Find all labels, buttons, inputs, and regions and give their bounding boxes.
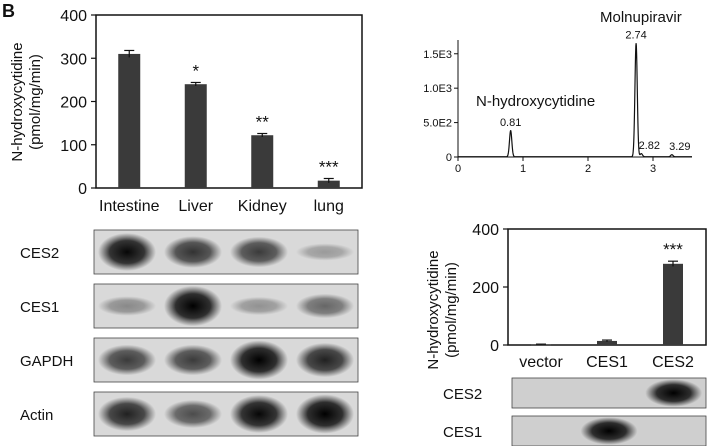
blot-row-label: CES2 [20, 245, 59, 262]
blot-band [295, 243, 355, 261]
tissue-chart-ylabel: N-hydroxycytidine (pmol/mg/min) [9, 42, 44, 161]
peak-label: 3.29 [669, 141, 690, 153]
blot-row-label: Actin [20, 407, 53, 424]
ytick-label: 100 [60, 138, 87, 155]
blot-band [97, 344, 157, 376]
bar [597, 340, 617, 345]
panel-letter: B [2, 1, 15, 21]
chromatogram-trace [458, 43, 692, 158]
blot-band [163, 285, 223, 327]
blot-band [163, 236, 223, 268]
bar [251, 135, 274, 188]
peak-label: 2.82 [639, 140, 660, 152]
ces-chart-ylabel-line1: N-hydroxycytidine [425, 250, 442, 369]
xtick-label: 0 [455, 163, 461, 175]
blot-band [163, 344, 223, 376]
significance-marker: * [192, 61, 199, 80]
blot-row-label: CES1 [20, 299, 59, 316]
xtick-label: 1 [520, 163, 526, 175]
peak-label: 0.81 [500, 117, 521, 129]
blot-band [645, 379, 703, 407]
blot-band [295, 394, 355, 434]
ytick-label: 0 [490, 338, 499, 355]
ytick-label: 1.0E3 [423, 83, 452, 95]
significance-marker: *** [319, 157, 339, 176]
ytick-label: 200 [60, 95, 87, 112]
blot-band [97, 232, 157, 272]
xtick-label: 2 [585, 163, 591, 175]
blot-row-label: CES1 [443, 424, 482, 441]
blot-band [229, 394, 289, 434]
blot-band [97, 296, 157, 316]
ytick-label: 300 [60, 51, 87, 68]
xtick-label: 3 [650, 163, 656, 175]
blot-band [295, 293, 355, 319]
category-label: CES1 [586, 354, 628, 371]
category-label: lung [314, 198, 344, 215]
bar [118, 53, 141, 188]
significance-marker: *** [663, 240, 683, 259]
category-label: Intestine [99, 198, 160, 215]
chromatogram-chart: 0 5.0E2 1.0E3 1.5E3 0 1 2 3 0.81 2.74 2.82 3.29 N-… [423, 9, 692, 175]
category-label: Liver [178, 198, 213, 215]
annotation-molnupiravir: Molnupiravir [600, 9, 682, 26]
western-blot-left: CES2 CES1 GAPDH Actin [20, 229, 359, 437]
category-label: CES2 [652, 354, 694, 371]
category-label: Kidney [238, 198, 287, 215]
ytick-label: 400 [472, 222, 499, 239]
blot-band [229, 296, 289, 316]
annotation-n-hydroxycytidine: N-hydroxycytidine [476, 93, 595, 110]
ces-chart-ylabel-line2: (pmol/mg/min) [443, 262, 460, 358]
blot-band [580, 417, 638, 445]
blot-band [229, 340, 289, 380]
tissue-chart-ylabel-line2: (pmol/mg/min) [27, 54, 44, 150]
peak-label: 2.74 [625, 29, 646, 41]
bar [184, 84, 207, 188]
blot-band [229, 236, 289, 268]
tissue-chart-ylabel-line1: N-hydroxycytidine [9, 42, 26, 161]
ytick-label: 0 [446, 152, 452, 164]
blot-row-label: CES2 [443, 386, 482, 403]
blot-band [163, 399, 223, 429]
bar [317, 180, 340, 188]
bar [663, 263, 683, 345]
significance-marker: ** [256, 113, 270, 132]
ytick-label: 200 [472, 280, 499, 297]
tissue-activity-chart: N-hydroxycytidine (pmol/mg/min) 0 100 200 3… [9, 8, 363, 215]
blot-band [97, 396, 157, 432]
ytick-label: 400 [60, 8, 87, 25]
ces-activity-chart: N-hydroxycytidine (pmol/mg/min) 0200400 … [425, 222, 707, 371]
category-label: vector [519, 354, 563, 371]
ytick-label: 1.5E3 [423, 49, 452, 61]
bar [531, 344, 551, 346]
ytick-label: 5.0E2 [423, 118, 452, 130]
blot-band [295, 342, 355, 378]
blot-row-label: GAPDH [20, 353, 73, 370]
western-blot-right: CES2 CES1 [443, 377, 707, 446]
ytick-label: 0 [78, 181, 87, 198]
